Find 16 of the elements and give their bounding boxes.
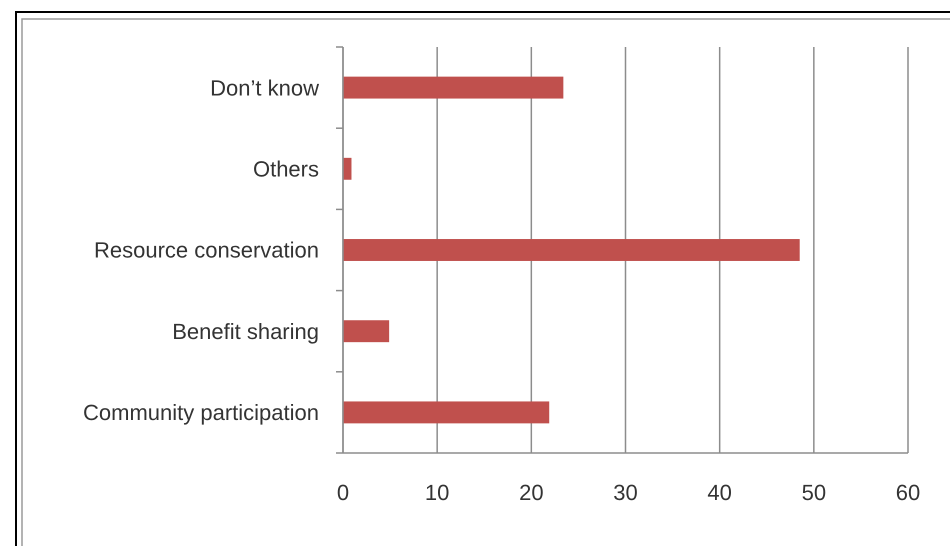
y-tick-label: Resource conservation (94, 238, 319, 263)
x-tick-label: 50 (802, 480, 826, 505)
bar (343, 401, 550, 424)
x-tick-label: 10 (424, 480, 450, 505)
x-tick-label: 20 (519, 480, 544, 505)
bar (343, 239, 800, 261)
y-tick-label: Community participation (83, 400, 319, 426)
x-tick-label: 40 (707, 480, 732, 505)
x-tick-label: 0 (336, 480, 350, 505)
y-tick-label: Don’t know (210, 75, 320, 100)
x-tick-label: 60 (896, 480, 920, 505)
bar (343, 320, 390, 342)
x-tick-label: 30 (613, 480, 638, 505)
y-tick-label: Others (252, 156, 319, 182)
y-tick-label: Benefit sharing (172, 318, 319, 344)
bar (343, 76, 564, 99)
